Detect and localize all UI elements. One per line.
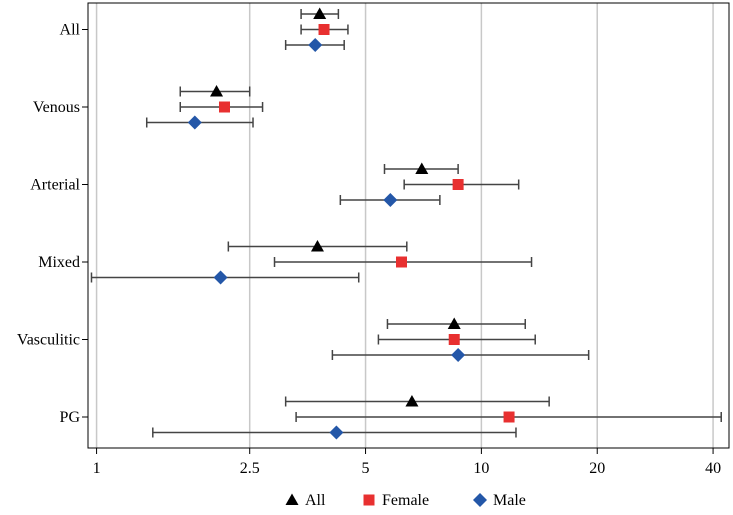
grid-lines	[95, 3, 714, 448]
category-label-pg: PG	[60, 409, 81, 426]
legend: All Female Male	[285, 492, 526, 509]
x-axis-ticks: 1 2.5 5 10 20 40	[93, 448, 721, 477]
plot-frame	[87, 2, 730, 449]
all-arterial-estimate-marker	[415, 162, 429, 174]
male-vasculitic-estimate-marker	[451, 348, 466, 362]
legend-marker-all	[285, 493, 299, 505]
female-all-estimate-marker	[318, 24, 330, 35]
tick-label-1: 1	[93, 460, 101, 477]
male-mixed-estimate-marker	[213, 270, 228, 285]
category-labels: All Venous Arterial Mixed Vasculitic PG	[17, 22, 88, 426]
male-pg-estimate-marker	[329, 425, 344, 440]
legend-label-female: Female	[382, 492, 429, 509]
tick-label-2.5: 2.5	[240, 460, 260, 477]
category-label-mixed: Mixed	[38, 254, 80, 271]
tick-label-5: 5	[362, 460, 370, 477]
tick-label-40: 40	[705, 460, 721, 477]
male-venous-estimate-marker	[187, 115, 202, 130]
legend-label-male: Male	[493, 492, 526, 509]
all-all-estimate-marker	[313, 7, 327, 19]
female-vasculitic-estimate-marker	[448, 334, 460, 345]
legend-label-all: All	[305, 492, 326, 509]
female-arterial-estimate-marker	[452, 179, 464, 190]
all-mixed-estimate-marker	[310, 240, 324, 252]
legend-marker-female	[363, 494, 375, 506]
estimate-markers	[187, 7, 515, 440]
category-label-all: All	[60, 22, 81, 39]
female-pg-estimate-marker	[503, 411, 515, 423]
all-venous-estimate-marker	[210, 85, 224, 97]
legend-marker-male	[473, 493, 487, 507]
category-label-vasculitic: Vasculitic	[17, 332, 80, 349]
tick-label-10: 10	[473, 460, 489, 477]
interval-lines	[90, 9, 722, 438]
female-mixed-estimate-marker	[395, 256, 407, 268]
male-arterial-estimate-marker	[383, 193, 398, 207]
all-pg-estimate-marker	[405, 395, 419, 407]
category-label-arterial: Arterial	[30, 177, 80, 194]
category-label-venous: Venous	[33, 99, 80, 116]
tick-label-20: 20	[589, 460, 605, 477]
female-venous-estimate-marker	[219, 101, 231, 113]
all-vasculitic-estimate-marker	[447, 317, 461, 329]
male-all-estimate-marker	[308, 38, 323, 52]
